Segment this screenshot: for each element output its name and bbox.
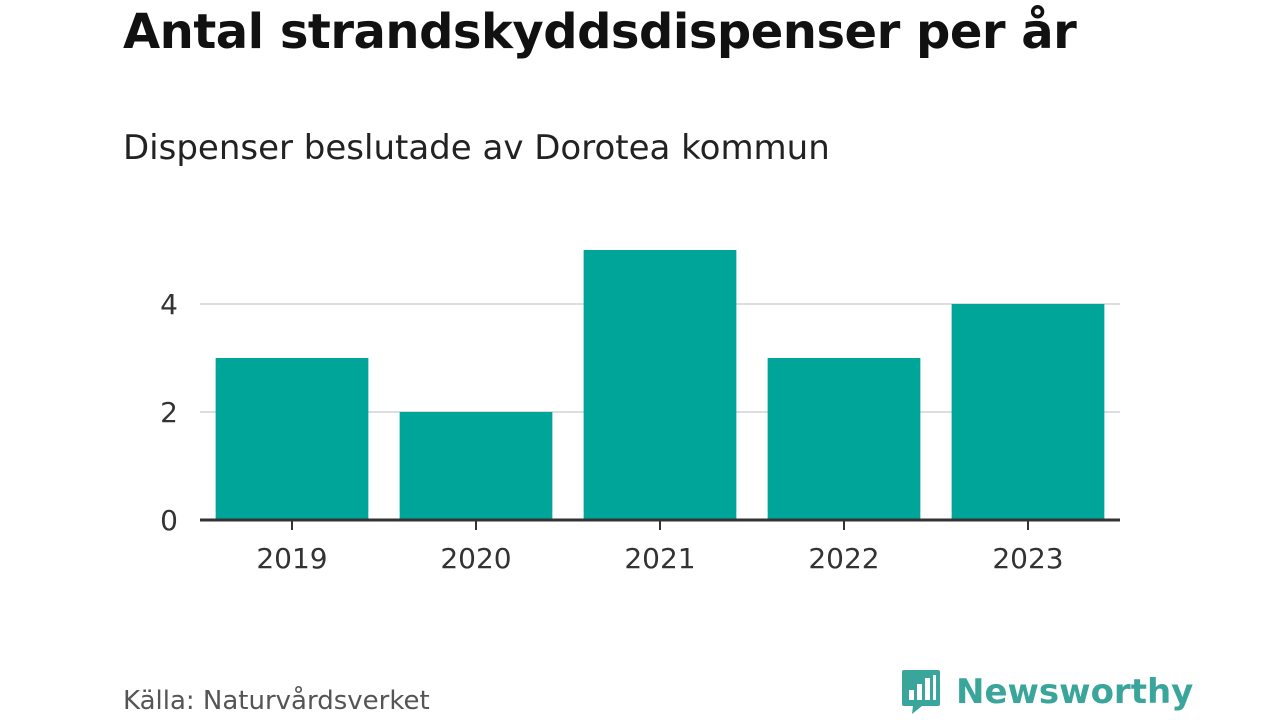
chart-title: Antal strandskyddsdispenser per år <box>123 4 1077 60</box>
y-tick-label: 4 <box>160 288 178 321</box>
brand-name: Newsworthy <box>956 672 1194 712</box>
x-tick-label: 2019 <box>256 542 327 575</box>
bar <box>215 358 369 520</box>
bar <box>767 358 921 520</box>
x-tick-label: 2021 <box>624 542 695 575</box>
x-tick-label: 2023 <box>992 542 1063 575</box>
source-note: Källa: Naturvårdsverket <box>123 686 430 716</box>
bar <box>951 304 1105 520</box>
bars <box>215 250 1105 520</box>
axes: 0 2 4 2019 2020 2021 2022 2023 <box>160 288 1120 575</box>
x-tick-label: 2020 <box>440 542 511 575</box>
x-tick-label: 2022 <box>808 542 879 575</box>
y-tick-label: 2 <box>160 396 178 429</box>
bar-chart-speech-bubble-icon <box>902 670 940 714</box>
brand-logo: Newsworthy <box>900 668 1193 716</box>
chart-subtitle: Dispenser beslutade av Dorotea kommun <box>123 128 830 168</box>
bar <box>583 250 737 520</box>
y-tick-label: 0 <box>160 504 178 537</box>
bar <box>399 412 553 520</box>
